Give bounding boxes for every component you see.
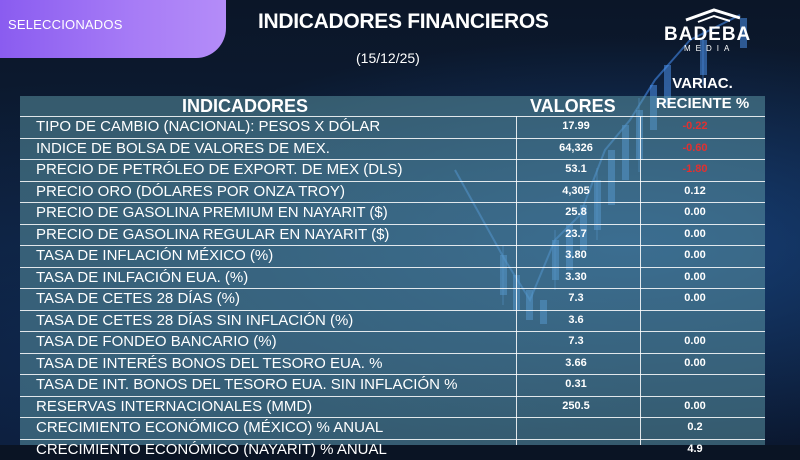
indicator-value: 53.1 <box>565 163 587 176</box>
category-tag: SELECCIONADOS <box>0 0 226 58</box>
indicator-name: TASA DE INLFACIÓN EUA. (%) <box>36 268 249 286</box>
indicator-value: 23.7 <box>565 227 587 240</box>
page-title: INDICADORES FINANCIEROS <box>258 10 549 33</box>
indicator-value: 3.30 <box>565 270 587 283</box>
indicator-name: TASA DE CETES 28 DÍAS (%) <box>36 290 240 308</box>
indicator-value: 17.99 <box>562 120 590 132</box>
indicator-change: -1.80 <box>682 163 708 176</box>
table-row: INDICE DE BOLSA DE VALORES DE MEX. 64,326… <box>20 137 765 160</box>
report-date: (15/12/25) <box>356 50 420 66</box>
indicator-name: TASA DE INFLACIÓN MÉXICO (%) <box>36 247 274 265</box>
brand-logo: BADEBA MEDIA <box>660 6 768 56</box>
indicator-name: TASA DE INTERÉS BONOS DEL TESORO EUA. % <box>36 354 383 372</box>
table-row: PRECIO DE GASOLINA REGULAR EN NAYARIT ($… <box>20 223 765 246</box>
indicator-change: 0.00 <box>684 227 706 240</box>
table-row: TASA DE CETES 28 DÍAS SIN INFLACIÓN (%) 3… <box>20 309 765 332</box>
indicator-name: PRECIO DE PETRÓLEO DE EXPORT. DE MEX (DL… <box>36 161 403 179</box>
indicators-table: INDICADORES VALORES VARIAC. RECIENTE % T… <box>20 75 765 458</box>
indicator-value: 250.5 <box>562 399 590 412</box>
indicator-change: 0.00 <box>684 206 706 219</box>
indicator-value: 4,305 <box>562 184 590 197</box>
indicator-name: CRECIMIENTO ECONÓMICO (NAYARIT) % ANUAL <box>36 440 387 458</box>
header-change-line2: RECIENTE % <box>655 95 750 112</box>
indicator-value: 0.31 <box>565 378 587 391</box>
table-row: CRECIMIENTO ECONÓMICO (NAYARIT) % ANUAL 4… <box>20 438 765 460</box>
table-row: CRECIMIENTO ECONÓMICO (MÉXICO) % ANUAL 0.… <box>20 417 765 439</box>
table-header: INDICADORES VALORES VARIAC. RECIENTE % <box>20 75 765 116</box>
indicator-change: 0.00 <box>684 270 706 283</box>
indicator-value: 3.6 <box>568 313 584 326</box>
indicator-name: TASA DE CETES 28 DÍAS SIN INFLACIÓN (%) <box>36 311 354 329</box>
indicator-change: -0.60 <box>682 141 708 154</box>
indicator-change: -0.22 <box>682 120 708 132</box>
table-row: TASA DE FONDEO BANCARIO (%) 7.3 0.00 <box>20 331 765 353</box>
indicator-value: 3.66 <box>565 356 587 369</box>
header-values: VALORES <box>530 96 616 116</box>
indicator-change: 0.00 <box>684 399 706 412</box>
indicator-change: 0.00 <box>684 356 706 369</box>
table-row: PRECIO DE PETRÓLEO DE EXPORT. DE MEX (DL… <box>20 159 765 181</box>
indicator-value: 7.3 <box>568 292 584 305</box>
table-row: TASA DE INLFACIÓN EUA. (%) 3.30 0.00 <box>20 266 765 289</box>
indicator-value: 64,326 <box>559 141 593 154</box>
table-row: RESERVAS INTERNACIONALES (MMD) 250.5 0.00 <box>20 395 765 418</box>
column-divider <box>640 116 641 445</box>
logo-mark-icon <box>685 8 741 23</box>
indicator-name: CRECIMIENTO ECONÓMICO (MÉXICO) % ANUAL <box>36 419 384 437</box>
indicator-name: PRECIO ORO (DÓLARES POR ONZA TROY) <box>36 182 345 200</box>
table-row: TASA DE INFLACIÓN MÉXICO (%) 3.80 0.00 <box>20 245 765 267</box>
indicator-value: 25.8 <box>565 206 587 219</box>
table-row: TASA DE CETES 28 DÍAS (%) 7.3 0.00 <box>20 288 765 310</box>
table-row: TIPO DE CAMBIO (NACIONAL): PESOS X DÓLAR… <box>20 116 765 138</box>
indicator-value: 3.80 <box>565 249 587 262</box>
table-row: TASA DE INTERÉS BONOS DEL TESORO EUA. % 3… <box>20 352 765 375</box>
indicator-name: TASA DE FONDEO BANCARIO (%) <box>36 333 277 351</box>
indicator-name: PRECIO DE GASOLINA PREMIUM EN NAYARIT ($… <box>36 204 388 222</box>
indicator-name: RESERVAS INTERNACIONALES (MMD) <box>36 397 313 415</box>
column-divider <box>516 116 517 445</box>
category-tag-label: SELECCIONADOS <box>8 17 123 32</box>
table-row: PRECIO ORO (DÓLARES POR ONZA TROY) 4,305 0… <box>20 180 765 203</box>
indicator-name: TASA DE INT. BONOS DEL TESORO EUA. SIN I… <box>36 376 458 394</box>
header-change-line1: VARIAC. <box>672 75 733 92</box>
indicator-name: INDICE DE BOLSA DE VALORES DE MEX. <box>36 139 330 157</box>
indicator-value: 7.3 <box>568 335 584 348</box>
indicator-change: 0.00 <box>684 249 706 262</box>
table-row: TASA DE INT. BONOS DEL TESORO EUA. SIN I… <box>20 374 765 396</box>
header-indicators: INDICADORES <box>182 96 309 116</box>
table-row: PRECIO DE GASOLINA PREMIUM EN NAYARIT ($… <box>20 202 765 224</box>
indicator-change: 0.2 <box>687 421 703 434</box>
indicator-name: TIPO DE CAMBIO (NACIONAL): PESOS X DÓLAR <box>36 118 381 135</box>
indicator-change: 0.00 <box>684 292 706 305</box>
indicator-change: 0.12 <box>684 184 706 197</box>
indicator-change: 0.00 <box>684 335 706 348</box>
indicator-name: PRECIO DE GASOLINA REGULAR EN NAYARIT ($… <box>36 225 390 243</box>
table-body: TIPO DE CAMBIO (NACIONAL): PESOS X DÓLAR… <box>20 116 765 460</box>
logo-subtitle: MEDIA <box>684 44 735 53</box>
logo-wordmark: BADEBA <box>664 24 752 45</box>
